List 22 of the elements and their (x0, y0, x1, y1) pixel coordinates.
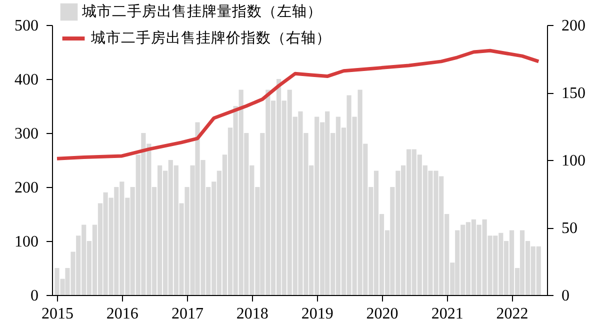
x-tick-label: 2019 (301, 306, 334, 322)
x-tick-label: 2015 (42, 306, 74, 322)
legend-label: 城市二手房出售挂牌量指数（左轴） (81, 3, 322, 20)
x-tick-label: 2022 (496, 306, 528, 322)
line-series (55, 48, 540, 160)
y-tick-label: 300 (14, 126, 38, 142)
x-tick-label: 2016 (106, 306, 138, 322)
x-tick-label: 2017 (172, 306, 204, 322)
y2-tick-label: 0 (562, 288, 570, 304)
y2-tick-label: 200 (562, 18, 586, 34)
x-tick-label: 2021 (431, 306, 464, 322)
legend-label: 城市二手房出售挂牌价指数（右轴） (90, 30, 331, 46)
y2-tick-label: 100 (562, 152, 586, 170)
x-tick-label: 2020 (366, 306, 398, 322)
x-tick-label: 2018 (236, 306, 268, 322)
y-tick-label: 0 (30, 288, 38, 304)
y-tick-label: 500 (14, 18, 38, 34)
y-tick-label: 400 (14, 72, 38, 88)
y2-tick-label: 50 (562, 220, 578, 237)
y2-tick-label: 150 (562, 85, 586, 102)
y-tick-label: 200 (14, 180, 38, 196)
y-tick-label: 100 (14, 234, 38, 250)
